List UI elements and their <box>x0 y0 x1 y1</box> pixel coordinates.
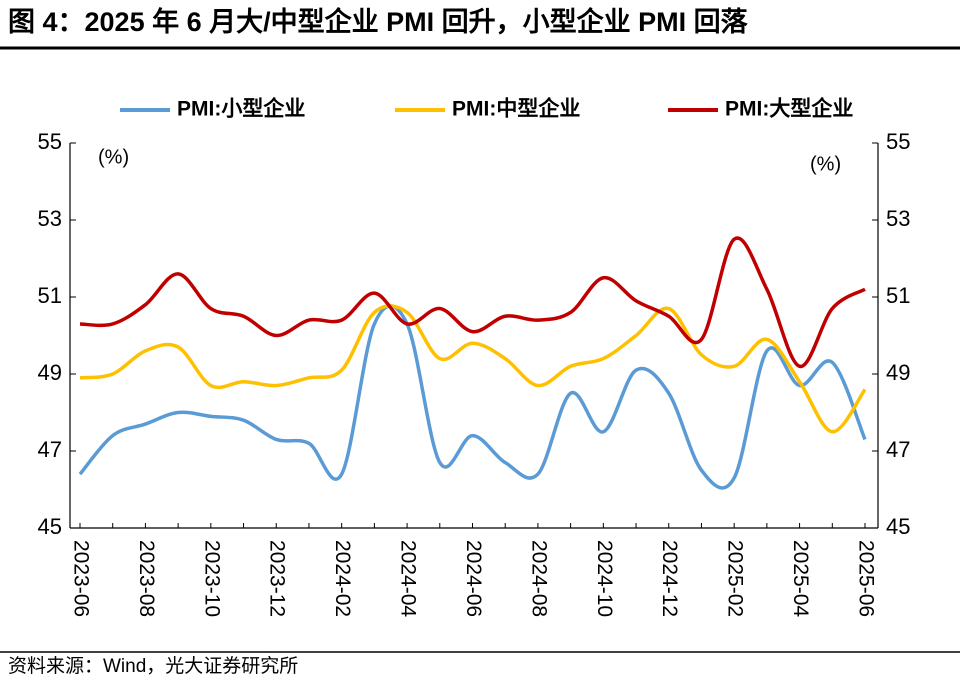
x-tick-label: 2023-06 <box>69 540 92 617</box>
x-tick-label: 2024-04 <box>397 540 420 617</box>
y2-tick-label: 49 <box>886 360 910 385</box>
line-series <box>79 304 867 434</box>
y-tick-label: 47 <box>38 437 62 462</box>
line-series <box>78 304 867 490</box>
y-tick-label: 49 <box>38 360 62 385</box>
y2-tick-label: 53 <box>886 206 910 231</box>
legend-label: PMI:中型企业 <box>452 97 580 121</box>
x-tick-label: 2024-12 <box>658 540 681 617</box>
x-tick-label: 2023-12 <box>266 540 289 617</box>
y-tick-label: 55 <box>38 129 62 154</box>
x-tick-label: 2025-06 <box>854 540 877 617</box>
x-tick-label: 2025-02 <box>724 540 747 617</box>
y2-tick-label: 45 <box>886 514 910 539</box>
y-tick-label: 51 <box>38 283 62 308</box>
x-tick-label: 2024-06 <box>462 540 485 617</box>
x-tick-label: 2023-08 <box>135 540 158 617</box>
y-tick-label: 53 <box>38 206 62 231</box>
x-tick-label: 2024-10 <box>593 540 616 617</box>
x-tick-label: 2025-04 <box>789 540 812 617</box>
legend-label: PMI:小型企业 <box>177 97 305 121</box>
y-axis-label: (%) <box>98 146 129 168</box>
y2-tick-label: 47 <box>886 437 910 462</box>
y2-tick-label: 51 <box>886 283 910 308</box>
legend-label: PMI:大型企业 <box>725 97 853 121</box>
line-series <box>79 236 866 369</box>
x-tick-label: 2024-08 <box>527 540 550 617</box>
source: 资料来源：Wind，光大证券研究所 <box>8 655 298 677</box>
y2-tick-label: 55 <box>886 129 910 154</box>
y-tick-label: 45 <box>38 514 62 539</box>
chart-title: 图 4：2025 年 6 月大/中型企业 PMI 回升，小型企业 PMI 回落 <box>8 6 749 37</box>
y2-axis-label: (%) <box>810 153 841 175</box>
x-tick-label: 2024-02 <box>331 540 354 617</box>
x-tick-label: 2023-10 <box>200 540 223 617</box>
